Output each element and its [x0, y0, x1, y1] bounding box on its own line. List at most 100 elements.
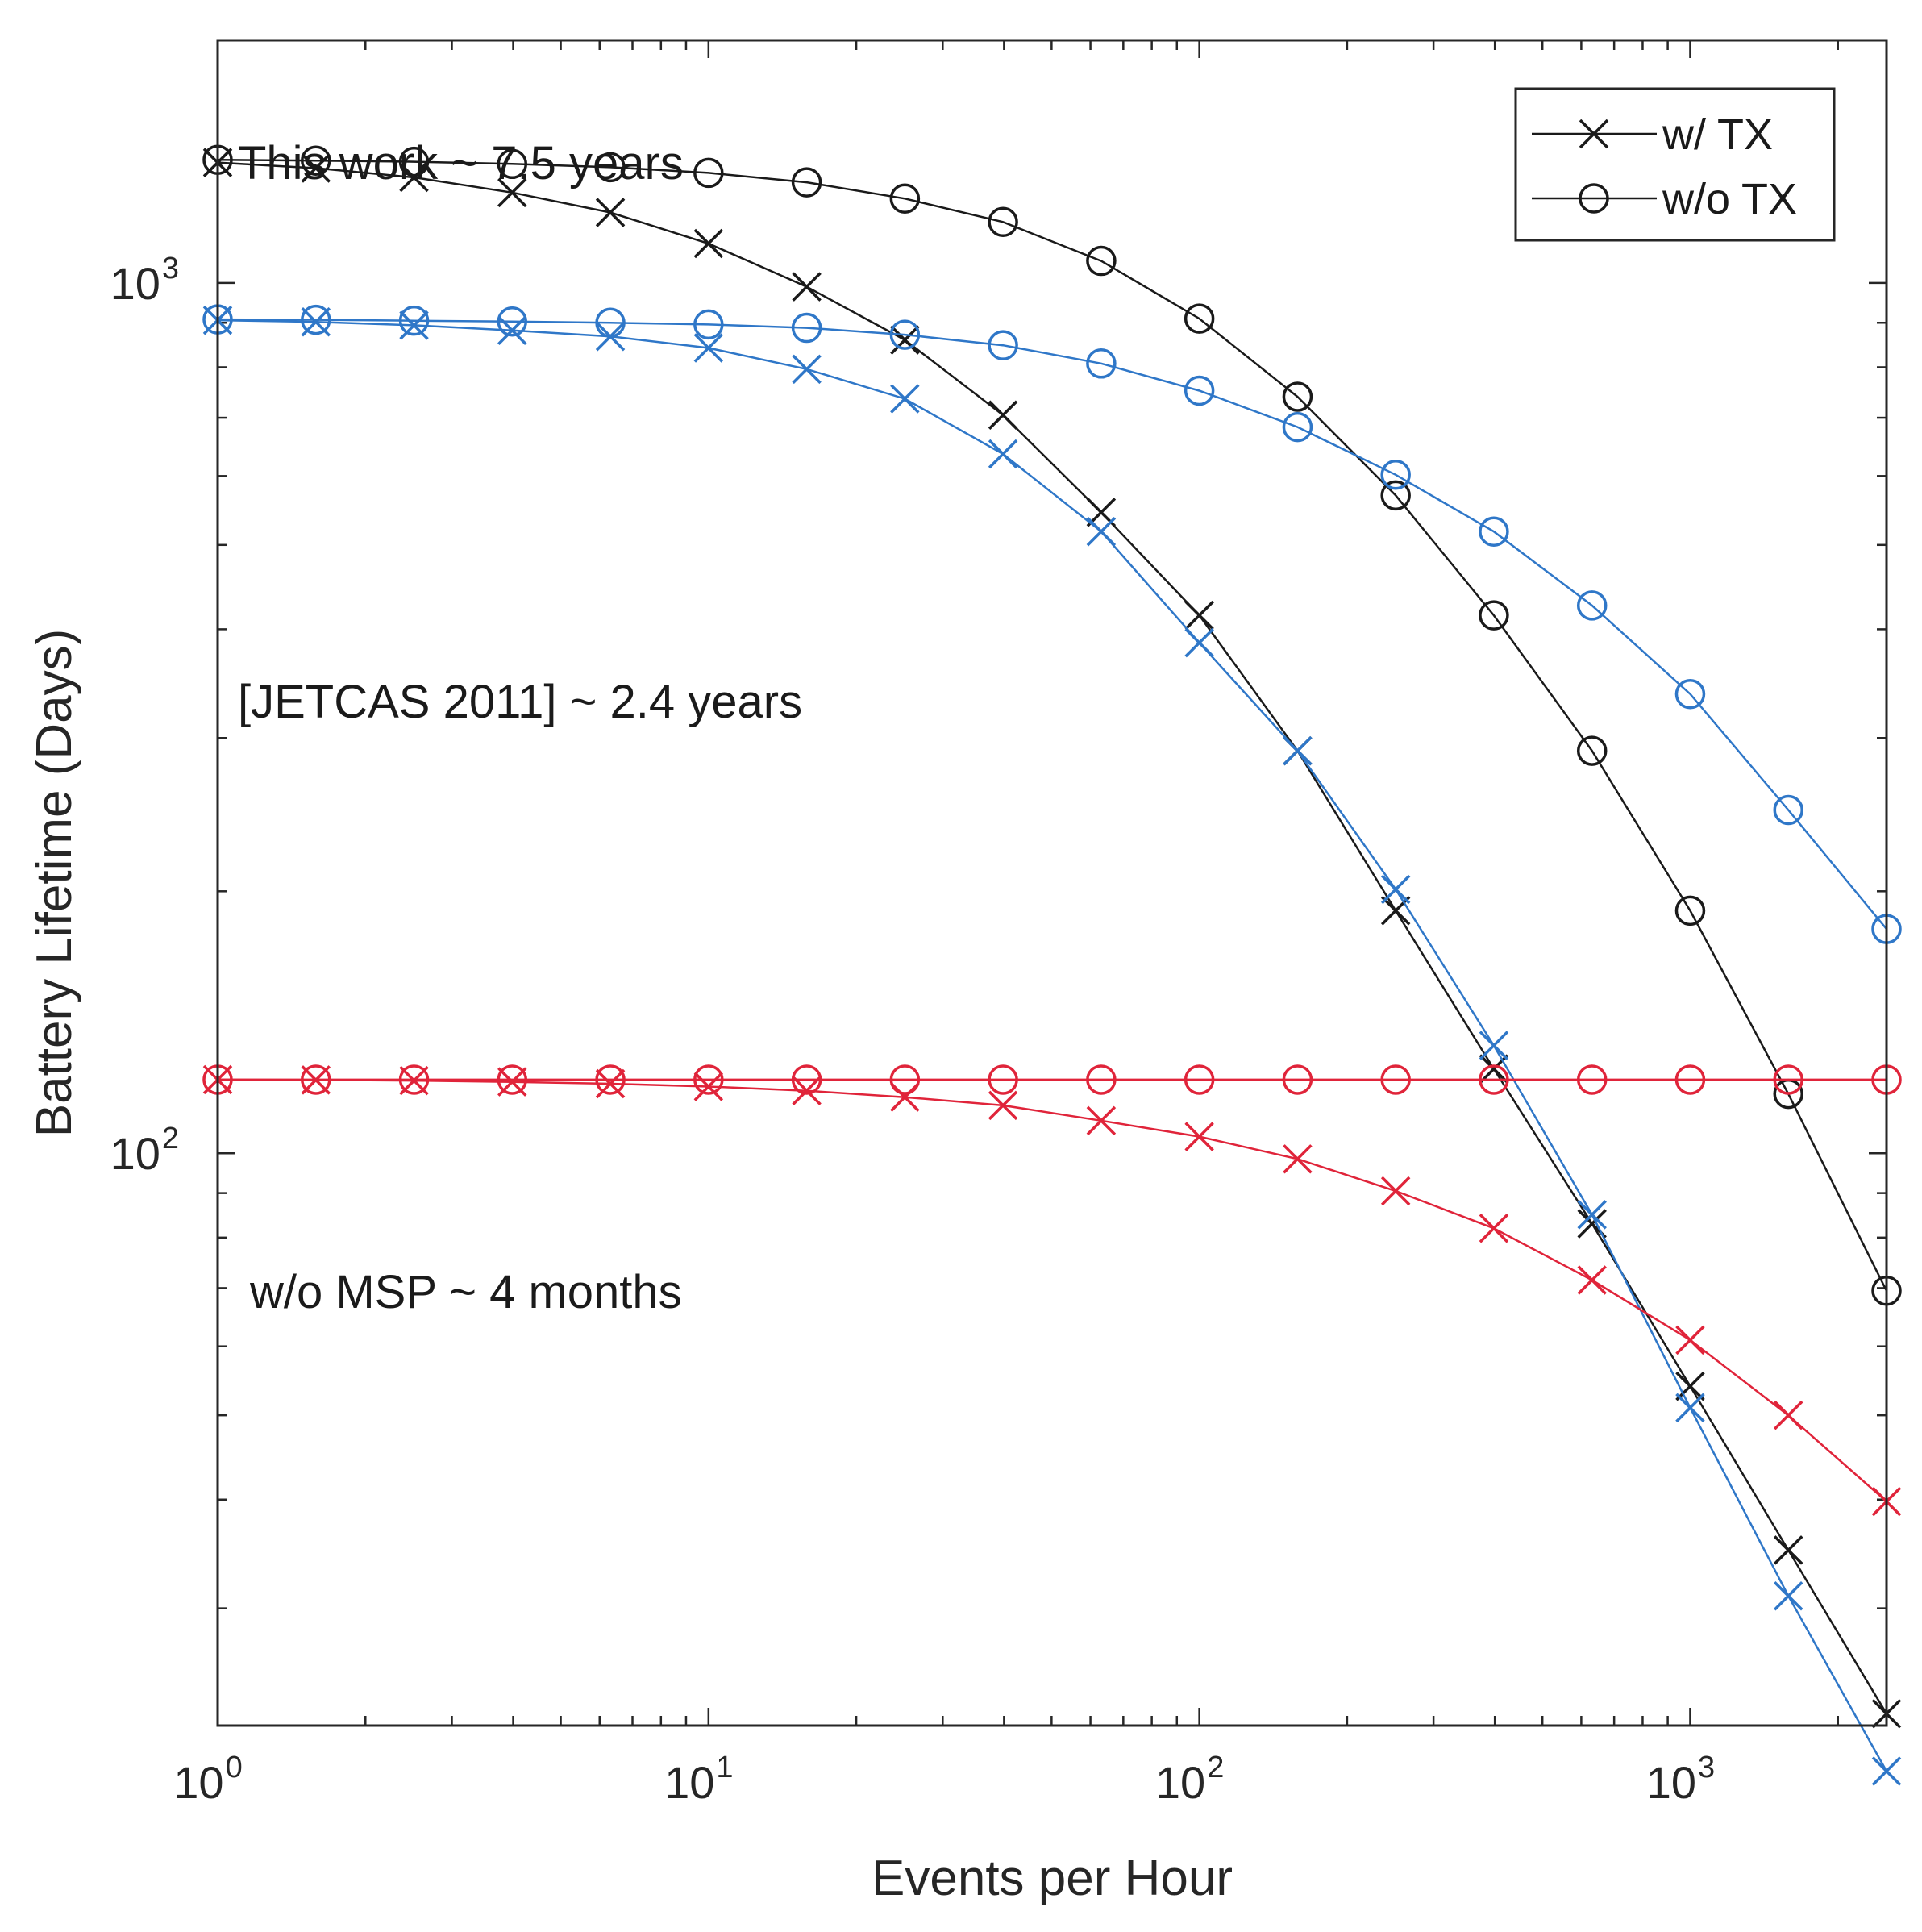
legend-box — [1514, 87, 1836, 242]
y-tick-label: 103 — [110, 252, 179, 309]
y-axis-title: Battery Lifetime (Days) — [27, 629, 82, 1138]
data-point — [1086, 1064, 1117, 1095]
data-point — [1774, 1535, 1803, 1565]
data-point — [1479, 1031, 1509, 1060]
data-point — [693, 333, 724, 363]
data-point — [1479, 1214, 1509, 1243]
data-point — [1577, 1200, 1607, 1230]
data-point — [595, 198, 626, 227]
data-point — [1184, 1064, 1215, 1095]
data-point — [399, 162, 429, 193]
data-point — [1576, 590, 1608, 621]
data-point — [1086, 348, 1117, 379]
x-tick-label: 102 — [1155, 1751, 1224, 1808]
data-point — [792, 272, 822, 302]
y-tick-label-exponent: 3 — [162, 252, 179, 285]
x-tick-label: 103 — [1646, 1751, 1715, 1808]
x-axis-title: Events per Hour — [872, 1851, 1233, 1906]
annotation-this-work: This work ~ 7.5 years — [238, 137, 684, 189]
data-point — [1479, 600, 1509, 631]
series-line — [217, 158, 1888, 1292]
x-tick-label-exponent: 0 — [226, 1751, 243, 1784]
data-point — [1184, 375, 1215, 406]
data-point — [1577, 1265, 1607, 1295]
data-point — [1674, 1064, 1706, 1095]
series-line — [217, 318, 1887, 930]
annotation-jetcas: [JETCAS 2011] ~ 2.4 years — [238, 676, 802, 728]
legend: w/ TX w/o TX — [1514, 87, 1836, 242]
labels-layer: Events per Hour Battery Lifetime (Days) — [27, 629, 1233, 1906]
data-point — [1479, 516, 1509, 547]
data-point — [1184, 627, 1214, 658]
data-point — [399, 310, 429, 340]
data-point — [595, 1064, 626, 1095]
data-point — [497, 1064, 528, 1095]
data-point — [693, 228, 724, 259]
data-point — [595, 1068, 626, 1099]
data-point — [1871, 1756, 1902, 1786]
data-point — [1576, 1064, 1608, 1095]
data-point — [595, 152, 626, 183]
data-point — [1773, 794, 1803, 826]
x-tick-label-exponent: 2 — [1207, 1751, 1224, 1784]
data-point — [1283, 1144, 1313, 1174]
data-point — [890, 325, 920, 355]
data-point — [1674, 895, 1706, 926]
x-tick-label-exponent: 3 — [1698, 1751, 1715, 1784]
data-point — [1479, 1064, 1509, 1095]
data-point — [1086, 516, 1117, 547]
x-tick-label: 100 — [173, 1751, 242, 1808]
data-point — [398, 1064, 430, 1095]
data-point — [988, 206, 1018, 238]
data-point — [1774, 1400, 1803, 1430]
series-line — [217, 319, 1888, 1772]
data-point — [398, 305, 430, 336]
legend-marker-x-shape — [1579, 119, 1609, 149]
data-point — [988, 439, 1018, 469]
data-point — [890, 384, 920, 414]
x-tick-label-exponent: 1 — [716, 1751, 733, 1784]
data-point — [1282, 411, 1313, 443]
data-point — [1184, 1122, 1214, 1151]
series-line — [217, 1078, 1887, 1503]
data-point — [693, 1072, 724, 1101]
data-point — [1380, 874, 1411, 905]
data-point — [1576, 735, 1608, 766]
data-point — [1380, 1064, 1411, 1095]
data-point — [988, 1064, 1018, 1095]
data-point — [988, 400, 1018, 430]
data-point — [889, 183, 921, 214]
data-point — [398, 146, 430, 177]
y-tick-label: 102 — [110, 1122, 179, 1179]
legend-marker-o — [1579, 183, 1609, 214]
series-layer — [202, 144, 1902, 1786]
data-point — [497, 306, 528, 337]
data-point — [1283, 735, 1313, 766]
data-point — [693, 309, 724, 340]
data-point — [1380, 1176, 1411, 1206]
data-point — [301, 1064, 331, 1095]
annotation-wo-msp: w/o MSP ~ 4 months — [249, 1266, 682, 1318]
data-point — [301, 304, 331, 335]
data-point — [1086, 1105, 1117, 1136]
plot-frame — [216, 39, 1888, 1727]
data-point — [1184, 600, 1214, 631]
data-point — [792, 1076, 822, 1105]
data-point — [301, 145, 331, 176]
legend-marker-x — [1579, 119, 1609, 149]
data-point — [595, 307, 626, 339]
data-point — [1380, 480, 1411, 511]
data-point — [1774, 1581, 1803, 1611]
data-point — [497, 148, 528, 180]
data-point — [1675, 1393, 1705, 1423]
series-group — [202, 1064, 1902, 1095]
data-point — [301, 153, 331, 183]
data-point — [1773, 1064, 1803, 1095]
plot-area — [218, 40, 1887, 1726]
annotations-layer: This work ~ 7.5 years [JETCAS 2011] ~ 2.… — [238, 137, 802, 1318]
data-point — [1675, 1325, 1705, 1355]
data-point — [497, 177, 527, 208]
x-tick-label: 101 — [664, 1751, 733, 1808]
